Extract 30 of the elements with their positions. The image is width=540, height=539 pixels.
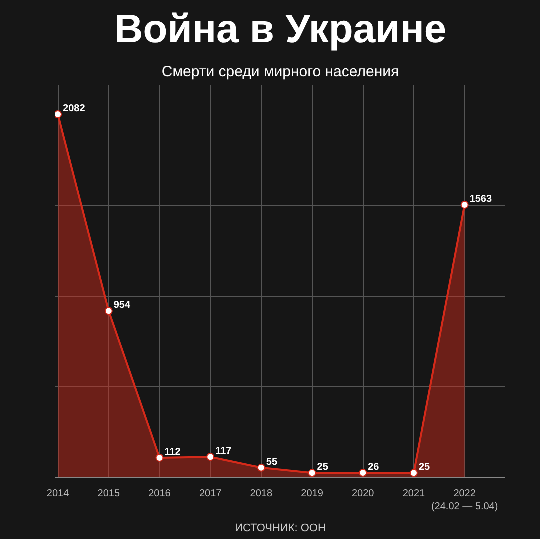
x-tick-label: 2016: [148, 488, 172, 500]
x-tick-label: 2014: [46, 488, 70, 500]
data-label: 2082: [63, 104, 86, 115]
data-label: 112: [164, 446, 182, 458]
x-tick-label: 2022 (24.02 — 5.04): [431, 488, 498, 513]
x-tick-label: 2021: [402, 488, 426, 500]
data-label: 26: [368, 462, 380, 473]
x-tick-label: 2017: [199, 488, 222, 500]
data-label: 117: [216, 446, 232, 458]
point: [257, 464, 266, 472]
data-label: 25: [418, 462, 431, 474]
x-tick-label: 2020: [352, 488, 375, 500]
chart-subtitle: Смерти среди мирного населения: [162, 64, 400, 80]
point: [104, 307, 113, 316]
point: [56, 110, 62, 119]
x-tick-label: 2018: [250, 488, 273, 500]
point: [206, 453, 215, 462]
chart-title: Война в Украине: [114, 8, 447, 52]
data-label: 25: [317, 462, 329, 474]
point: [460, 201, 469, 210]
point: [410, 469, 418, 478]
text: ИСТОЧНИК: ООН: [235, 522, 326, 534]
data-label: 1563: [470, 194, 493, 206]
x-tick-label: 2015: [98, 488, 120, 500]
point: [156, 454, 164, 462]
point: [359, 468, 368, 477]
point: [308, 469, 316, 478]
x-tick-label: 2019: [301, 488, 324, 500]
data-label: 55: [266, 456, 278, 468]
data-label: 954: [114, 300, 132, 312]
